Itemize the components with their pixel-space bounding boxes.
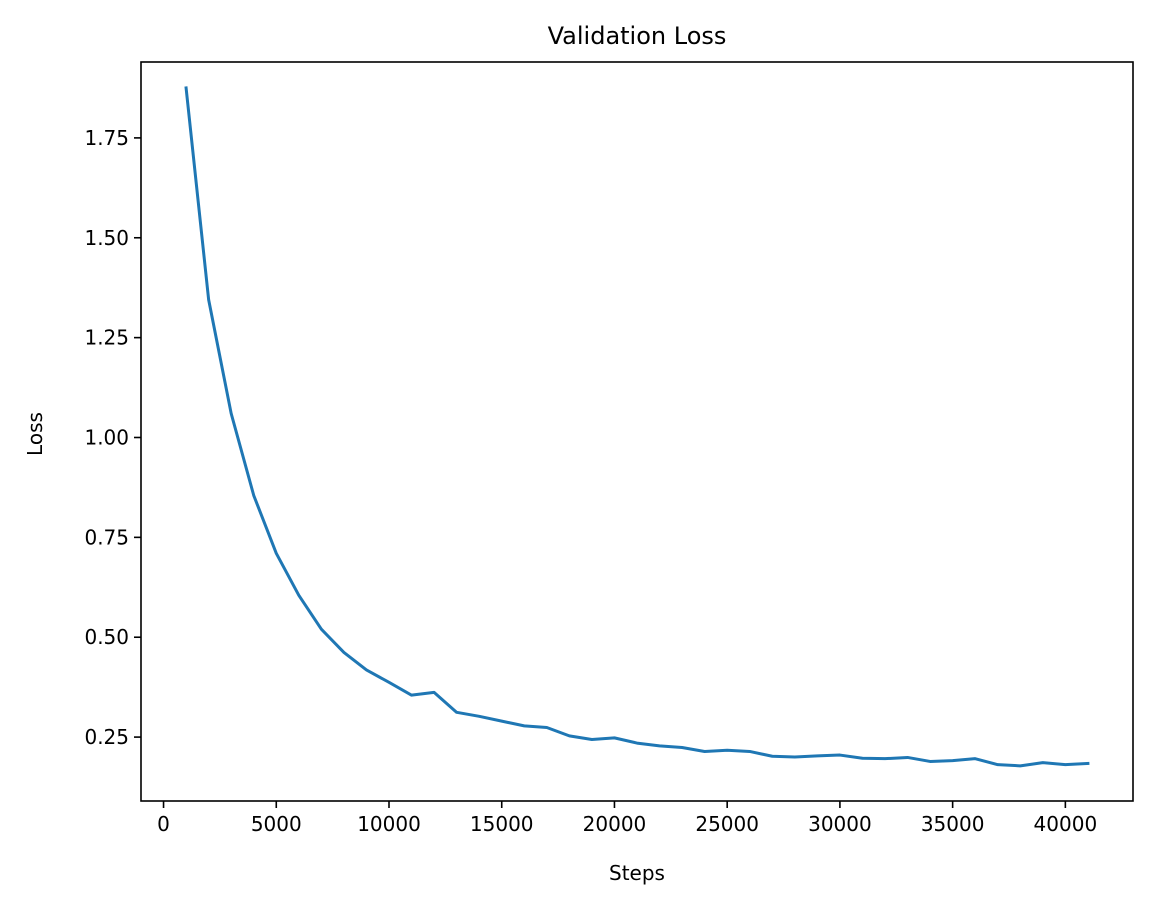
data-point xyxy=(974,757,976,760)
data-point xyxy=(636,742,638,744)
data-point xyxy=(1087,762,1089,765)
data-point xyxy=(906,756,909,759)
x-tick-label: 0 xyxy=(157,812,170,836)
x-tick-label: 35000 xyxy=(921,812,985,836)
data-point xyxy=(433,691,435,694)
series-layer xyxy=(184,86,1090,768)
data-point xyxy=(1019,765,1022,767)
chart-title: Validation Loss xyxy=(548,22,727,50)
tick-layer: 0 5000 10000 15000 20000 25000 30000 35000 40000… xyxy=(84,126,1097,836)
data-point xyxy=(816,755,819,757)
data-point xyxy=(478,715,480,718)
data-point xyxy=(252,494,255,497)
data-point xyxy=(230,412,232,415)
x-tick-label: 40000 xyxy=(1034,812,1098,836)
x-tick-label: 30000 xyxy=(808,812,872,836)
x-tick-label: 20000 xyxy=(583,812,647,836)
data-point xyxy=(207,298,210,301)
x-tick-label: 5000 xyxy=(251,812,302,836)
plot-background xyxy=(141,62,1133,801)
data-point xyxy=(613,737,616,739)
y-axis-title: Loss xyxy=(23,412,47,456)
data-point xyxy=(455,711,458,714)
data-point xyxy=(658,745,661,747)
data-point xyxy=(523,725,526,727)
y-tick-label: 1.00 xyxy=(84,425,129,449)
data-point xyxy=(546,726,548,729)
data-point xyxy=(185,87,187,89)
x-tick-label: 25000 xyxy=(695,812,759,836)
data-point xyxy=(568,735,571,737)
data-point xyxy=(703,750,706,753)
data-point xyxy=(591,738,593,741)
data-point xyxy=(726,749,728,752)
data-point xyxy=(951,759,954,762)
data-point xyxy=(771,755,774,758)
data-point xyxy=(839,754,841,756)
y-tick-label: 0.50 xyxy=(84,625,129,649)
data-point xyxy=(794,756,796,758)
data-point xyxy=(365,669,368,671)
data-point xyxy=(320,628,323,631)
plot-frame xyxy=(140,61,1134,802)
x-axis-title: Steps xyxy=(609,861,665,885)
data-point xyxy=(275,552,278,555)
y-tick-label: 0.25 xyxy=(84,725,129,749)
data-point xyxy=(1064,763,1067,766)
data-point xyxy=(410,694,413,696)
x-tick-label: 10000 xyxy=(357,812,421,836)
data-point xyxy=(748,750,751,753)
data-point xyxy=(929,760,931,763)
data-point xyxy=(884,757,886,760)
data-point xyxy=(298,594,300,597)
x-tick-label: 15000 xyxy=(470,812,534,836)
y-tick-label: 0.75 xyxy=(84,525,129,549)
data-point xyxy=(343,651,345,654)
data-point xyxy=(500,720,503,722)
data-point xyxy=(996,763,999,766)
data-point xyxy=(1042,761,1044,764)
y-tick-label: 1.25 xyxy=(84,326,129,350)
y-tick-label: 1.50 xyxy=(84,226,129,250)
data-point xyxy=(681,746,683,749)
y-tick-label: 1.75 xyxy=(84,126,129,150)
data-point xyxy=(861,757,864,760)
data-point xyxy=(388,681,390,684)
